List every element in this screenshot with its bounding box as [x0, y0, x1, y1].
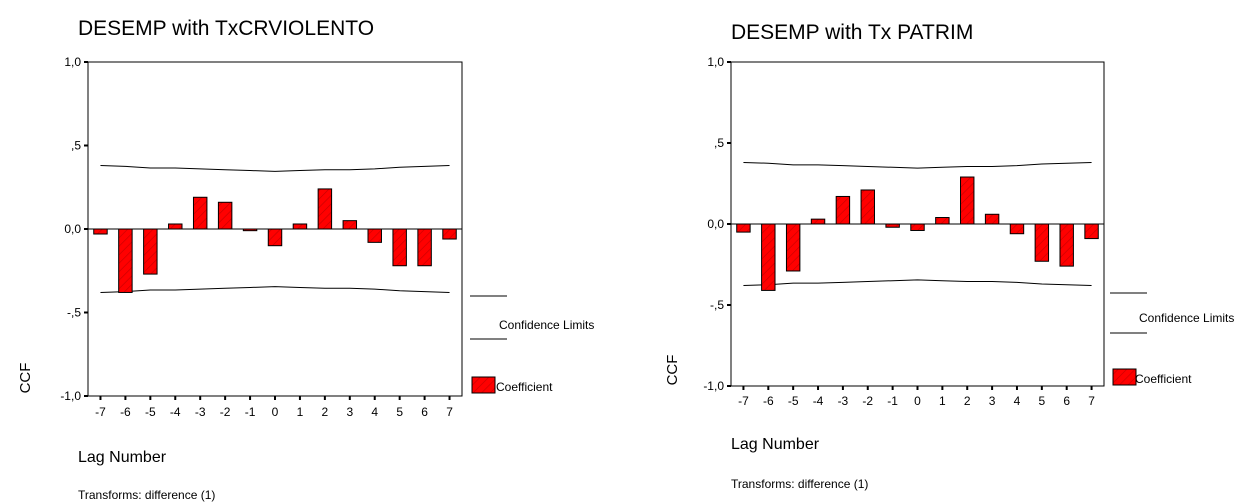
- x-axis-title: Lag Number: [731, 436, 820, 453]
- transforms-note: Transforms: difference (1): [78, 488, 216, 502]
- x-tick-label: -3: [195, 405, 206, 419]
- x-tick-label: -4: [170, 405, 181, 419]
- ccf-bar: [417, 228, 432, 267]
- ccf-bar: [736, 223, 751, 233]
- y-tick-label: 0,0: [64, 222, 81, 236]
- ccf-bar: [367, 228, 382, 243]
- y-axis-title: CCF: [17, 363, 34, 394]
- ccf-bar: [885, 223, 900, 228]
- ccf-bar: [192, 196, 208, 230]
- ccf-bar: [118, 228, 133, 293]
- x-tick-label: -2: [220, 405, 231, 419]
- x-tick-label: -5: [788, 394, 799, 408]
- ccf-bar: [984, 213, 1000, 225]
- ccf-bar: [860, 189, 875, 225]
- transforms-note: Transforms: difference (1): [731, 477, 869, 491]
- legend-coefficient-swatch: [1112, 368, 1137, 386]
- x-tick-label: -6: [763, 394, 774, 408]
- x-axis-title: Lag Number: [78, 449, 167, 466]
- chart-title: DESEMP with Tx PATRIM: [731, 21, 974, 44]
- x-tick-label: 1: [939, 394, 946, 408]
- ccf-plot: 1,0 ,5 0,0 -,5 -1,0 -7 -6 -5 -4 -3 -2 -1 0 1 2 3 4 5 6 7 CCF…: [17, 55, 594, 419]
- y-tick-label: -,5: [710, 298, 724, 312]
- x-tick-label: -2: [862, 394, 873, 408]
- x-tick-label: 5: [1038, 394, 1045, 408]
- x-tick-label: -5: [145, 405, 156, 419]
- legend-coefficient-label: Coefficient: [496, 380, 553, 394]
- ccf-bar: [1059, 223, 1074, 267]
- x-tick-label: 4: [1014, 394, 1021, 408]
- x-tick-label: 7: [446, 405, 453, 419]
- y-tick-label: -1,0: [703, 379, 724, 393]
- ccf-bar: [761, 223, 776, 291]
- y-tick-label: 0,0: [707, 217, 724, 231]
- ccf-bar: [935, 217, 950, 225]
- x-tick-label: -7: [95, 405, 106, 419]
- y-tick-label: 1,0: [64, 55, 81, 69]
- y-tick-label: ,5: [714, 136, 724, 150]
- x-tick-label: 7: [1088, 394, 1095, 408]
- ccf-bar: [292, 223, 308, 230]
- y-tick-label: -1,0: [60, 389, 81, 403]
- legend-coefficient-swatch: [471, 376, 496, 394]
- ccf-bar: [93, 228, 108, 235]
- lower-confidence-limit-line: [743, 279, 1092, 287]
- x-tick-label: 6: [1063, 394, 1070, 408]
- x-tick-label: -1: [245, 405, 256, 419]
- x-tick-label: 0: [272, 405, 279, 419]
- legend-coefficient-label: Coefficient: [1135, 372, 1192, 386]
- ccf-bar: [392, 228, 407, 267]
- x-tick-label: 3: [989, 394, 996, 408]
- x-tick-label: 1: [297, 405, 304, 419]
- ccf-bar: [143, 228, 158, 275]
- ccf-bar: [317, 188, 333, 230]
- x-tick-label: 6: [421, 405, 428, 419]
- chart-title: DESEMP with TxCRVIOLENTO: [78, 17, 375, 40]
- y-axis-title: CCF: [664, 355, 681, 386]
- ccf-bar: [342, 220, 358, 230]
- ccf-bar: [810, 218, 826, 225]
- ccf-bar: [442, 228, 457, 240]
- upper-confidence-limit-line: [743, 161, 1092, 169]
- x-tick-label: 4: [371, 405, 378, 419]
- lower-confidence-limit-line: [100, 286, 450, 293]
- y-tick-label: 1,0: [707, 55, 724, 69]
- upper-confidence-limit-line: [100, 165, 450, 172]
- ccf-bar: [1034, 223, 1050, 262]
- ccf-bar: [910, 223, 925, 231]
- x-tick-label: -7: [738, 394, 749, 408]
- ccf-chart-left: DESEMP with TxCRVIOLENTO 1,0 ,5 0,0 -,5 -1,0…: [17, 17, 594, 502]
- x-tick-label: -4: [813, 394, 824, 408]
- ccf-chart-right: DESEMP with Tx PATRIM 1,0,5 0,0 -,5 -1,0 -7-…: [630, 0, 1255, 503]
- x-tick-label: -3: [838, 394, 849, 408]
- ccf-bar: [168, 223, 183, 230]
- x-tick-label: 2: [322, 405, 329, 419]
- ccf-bar: [217, 201, 233, 230]
- legend-limits-label: Confidence Limits: [1139, 311, 1234, 325]
- ccf-bar: [1084, 223, 1099, 240]
- ccf-plot: 1,0 ,5 0,0 -,5 -1,0 -7 -6 -5 -4 -3 -2 -1 0 1 2 3 4 5 6 7 CCF…: [664, 55, 1234, 408]
- x-tick-label: 5: [396, 405, 403, 419]
- x-tick-label: -1: [887, 394, 898, 408]
- x-tick-label: 0: [914, 394, 921, 408]
- y-tick-label: -,5: [67, 306, 81, 320]
- ccf-bar: [242, 228, 258, 232]
- x-tick-label: -6: [120, 405, 131, 419]
- ccf-bar: [835, 195, 851, 225]
- ccf-bar: [1009, 223, 1025, 235]
- x-tick-label: 2: [964, 394, 971, 408]
- ccf-bar: [785, 223, 801, 272]
- x-tick-label: 3: [346, 405, 353, 419]
- legend-limits-label: Confidence Limits: [499, 318, 594, 332]
- y-tick-label: ,5: [71, 139, 81, 153]
- ccf-bar: [267, 228, 283, 247]
- ccf-bar: [960, 176, 975, 225]
